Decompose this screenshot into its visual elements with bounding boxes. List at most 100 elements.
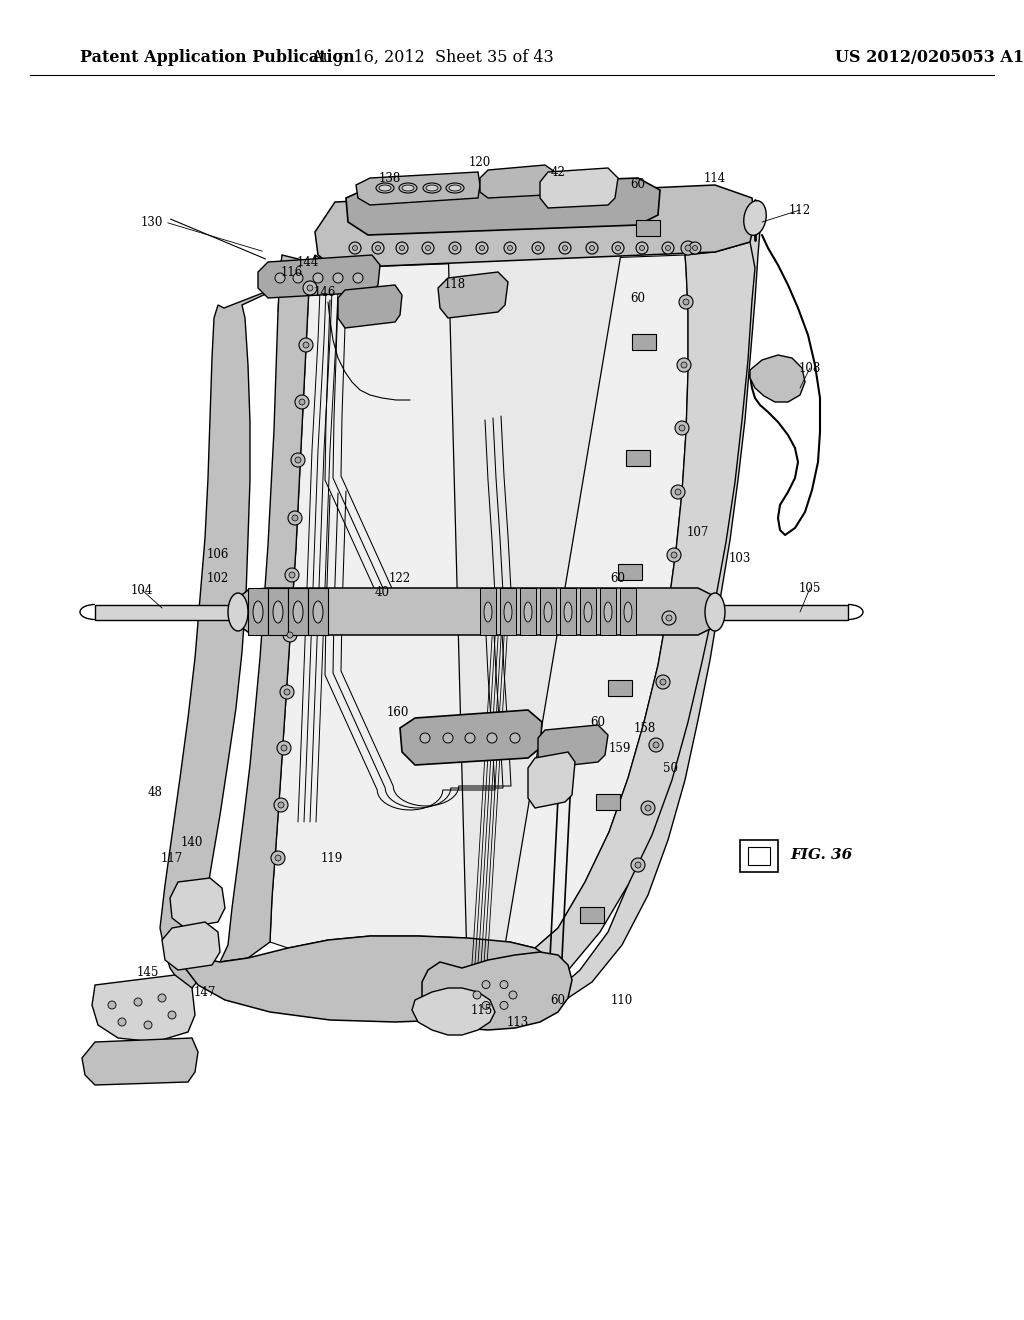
Circle shape — [349, 242, 361, 253]
Circle shape — [675, 421, 689, 436]
Polygon shape — [345, 205, 755, 252]
Ellipse shape — [624, 602, 632, 622]
Polygon shape — [608, 680, 632, 696]
Ellipse shape — [399, 183, 417, 193]
Polygon shape — [438, 272, 508, 318]
Circle shape — [422, 242, 434, 253]
Text: 60: 60 — [551, 994, 565, 1006]
Circle shape — [636, 242, 648, 253]
Polygon shape — [715, 605, 848, 620]
Ellipse shape — [273, 601, 283, 623]
Polygon shape — [162, 921, 220, 970]
Text: 114: 114 — [703, 172, 726, 185]
Circle shape — [500, 981, 508, 989]
Circle shape — [303, 281, 317, 294]
Circle shape — [635, 862, 641, 869]
Text: 158: 158 — [634, 722, 656, 734]
Polygon shape — [600, 587, 616, 635]
Text: US 2012/0205053 A1: US 2012/0205053 A1 — [836, 49, 1024, 66]
Circle shape — [666, 246, 671, 251]
Circle shape — [352, 246, 357, 251]
Circle shape — [653, 742, 659, 748]
Text: 118: 118 — [444, 279, 466, 292]
Text: 130: 130 — [141, 215, 163, 228]
Text: 160: 160 — [387, 705, 410, 718]
Circle shape — [662, 242, 674, 253]
Circle shape — [399, 246, 404, 251]
Polygon shape — [480, 165, 555, 198]
Text: 113: 113 — [507, 1015, 529, 1028]
Circle shape — [645, 805, 651, 810]
Text: 145: 145 — [137, 965, 159, 978]
Circle shape — [612, 242, 624, 253]
Polygon shape — [270, 255, 688, 948]
Circle shape — [479, 246, 484, 251]
Circle shape — [299, 399, 305, 405]
Text: 115: 115 — [471, 1003, 494, 1016]
Circle shape — [681, 242, 695, 255]
Polygon shape — [636, 220, 660, 236]
Circle shape — [284, 689, 290, 696]
Circle shape — [293, 273, 303, 282]
Polygon shape — [580, 907, 604, 923]
Text: 50: 50 — [663, 762, 678, 775]
Ellipse shape — [293, 601, 303, 623]
Polygon shape — [626, 450, 650, 466]
Circle shape — [692, 246, 697, 251]
Circle shape — [681, 362, 687, 368]
Text: FIG. 36: FIG. 36 — [790, 847, 852, 862]
Circle shape — [275, 855, 281, 861]
Circle shape — [615, 246, 621, 251]
Circle shape — [281, 744, 287, 751]
Polygon shape — [618, 564, 642, 579]
Polygon shape — [82, 1038, 198, 1085]
Circle shape — [299, 338, 313, 352]
Circle shape — [280, 685, 294, 700]
Circle shape — [667, 548, 681, 562]
Circle shape — [662, 611, 676, 624]
Circle shape — [508, 246, 512, 251]
Ellipse shape — [376, 183, 394, 193]
Circle shape — [666, 615, 672, 620]
Circle shape — [559, 242, 571, 253]
Polygon shape — [538, 725, 608, 768]
Circle shape — [482, 1002, 490, 1010]
Polygon shape — [160, 215, 368, 987]
Text: 108: 108 — [799, 362, 821, 375]
Circle shape — [641, 801, 655, 814]
Circle shape — [500, 1002, 508, 1010]
Polygon shape — [338, 285, 402, 327]
Circle shape — [333, 273, 343, 282]
Polygon shape — [580, 587, 596, 635]
Text: Aug. 16, 2012  Sheet 35 of 43: Aug. 16, 2012 Sheet 35 of 43 — [310, 49, 553, 66]
Polygon shape — [248, 587, 268, 635]
Circle shape — [510, 733, 520, 743]
Text: 122: 122 — [389, 572, 411, 585]
Ellipse shape — [524, 602, 532, 622]
Circle shape — [144, 1020, 152, 1030]
Polygon shape — [346, 178, 660, 235]
Polygon shape — [500, 587, 516, 635]
Circle shape — [660, 678, 666, 685]
Circle shape — [562, 246, 567, 251]
Circle shape — [291, 453, 305, 467]
Circle shape — [487, 733, 497, 743]
Circle shape — [586, 242, 598, 253]
Circle shape — [274, 799, 288, 812]
Text: 60: 60 — [631, 178, 645, 191]
Text: 106: 106 — [207, 549, 229, 561]
Circle shape — [158, 994, 166, 1002]
Text: 103: 103 — [729, 552, 752, 565]
Text: 117: 117 — [161, 851, 183, 865]
Polygon shape — [449, 235, 622, 1015]
Ellipse shape — [564, 602, 572, 622]
Text: 42: 42 — [551, 165, 565, 178]
Polygon shape — [356, 172, 480, 205]
Polygon shape — [258, 255, 380, 298]
Text: 116: 116 — [281, 265, 303, 279]
Circle shape — [292, 515, 298, 521]
Polygon shape — [740, 840, 778, 873]
Text: Patent Application Publication: Patent Application Publication — [80, 49, 354, 66]
Polygon shape — [170, 878, 225, 928]
Polygon shape — [288, 587, 308, 635]
